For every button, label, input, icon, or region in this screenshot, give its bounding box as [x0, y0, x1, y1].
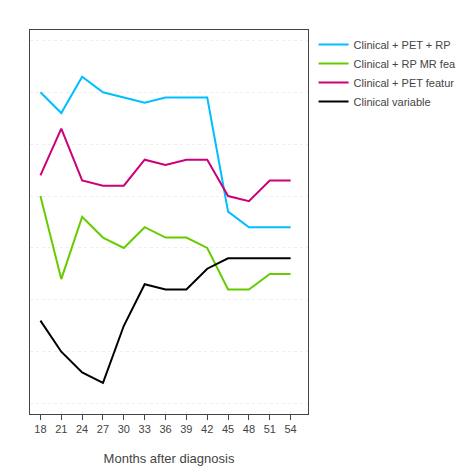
svg-text:Clinical variable: Clinical variable — [354, 96, 431, 108]
svg-text:Months after diagnosis: Months after diagnosis — [104, 451, 235, 466]
svg-text:42: 42 — [201, 423, 213, 435]
svg-text:45: 45 — [222, 423, 234, 435]
svg-text:36: 36 — [159, 423, 171, 435]
svg-text:24: 24 — [76, 423, 88, 435]
svg-text:18: 18 — [34, 423, 46, 435]
svg-text:Clinical + PET + RP: Clinical + PET + RP — [354, 39, 451, 51]
svg-text:21: 21 — [55, 423, 67, 435]
svg-text:Clinical + PET featur: Clinical + PET featur — [354, 77, 455, 89]
svg-text:39: 39 — [180, 423, 192, 435]
svg-text:51: 51 — [264, 423, 276, 435]
svg-text:Clinical + RP MR fea: Clinical + RP MR fea — [354, 58, 456, 70]
svg-text:33: 33 — [139, 423, 151, 435]
svg-text:27: 27 — [97, 423, 109, 435]
svg-text:54: 54 — [285, 423, 297, 435]
svg-text:48: 48 — [243, 423, 255, 435]
svg-text:30: 30 — [118, 423, 130, 435]
